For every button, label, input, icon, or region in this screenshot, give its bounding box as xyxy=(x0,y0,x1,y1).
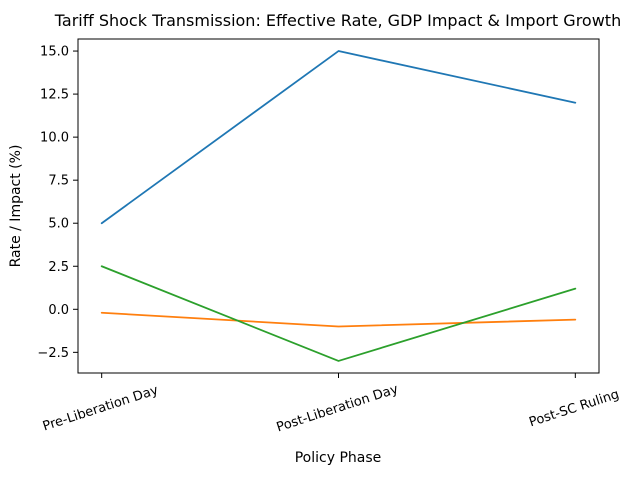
series-line-effective-rate xyxy=(100,50,577,225)
y-tick-label: −2.5 xyxy=(37,346,69,361)
y-tick-label: 12.5 xyxy=(40,88,69,103)
x-tick-label: Pre-Liberation Day xyxy=(41,383,161,435)
x-axis-label: Policy Phase xyxy=(295,450,382,466)
y-tick-label: 0.0 xyxy=(48,303,69,318)
chart-title: Tariff Shock Transmission: Effective Rat… xyxy=(54,11,621,30)
y-tick-label: 2.5 xyxy=(48,260,69,275)
y-axis-label: Rate / Impact (%) xyxy=(8,145,24,268)
series-line-import-growth xyxy=(100,265,577,362)
y-tick-label: 10.0 xyxy=(40,131,69,146)
y-tick-label: 7.5 xyxy=(48,174,69,189)
x-tick-label: Post-Liberation Day xyxy=(275,382,401,436)
y-tick-label: 15.0 xyxy=(40,45,69,60)
y-tick-label: 5.0 xyxy=(48,217,69,232)
axes-frame xyxy=(77,38,600,374)
series-line-gdp-impact xyxy=(100,311,577,328)
plot-area: −2.5 0.0 2.5 5.0 7.5 10.0 12.5 15.0 Pre-Liberati… xyxy=(37,38,621,436)
x-tick-label: Post-SC Ruling xyxy=(527,387,621,430)
